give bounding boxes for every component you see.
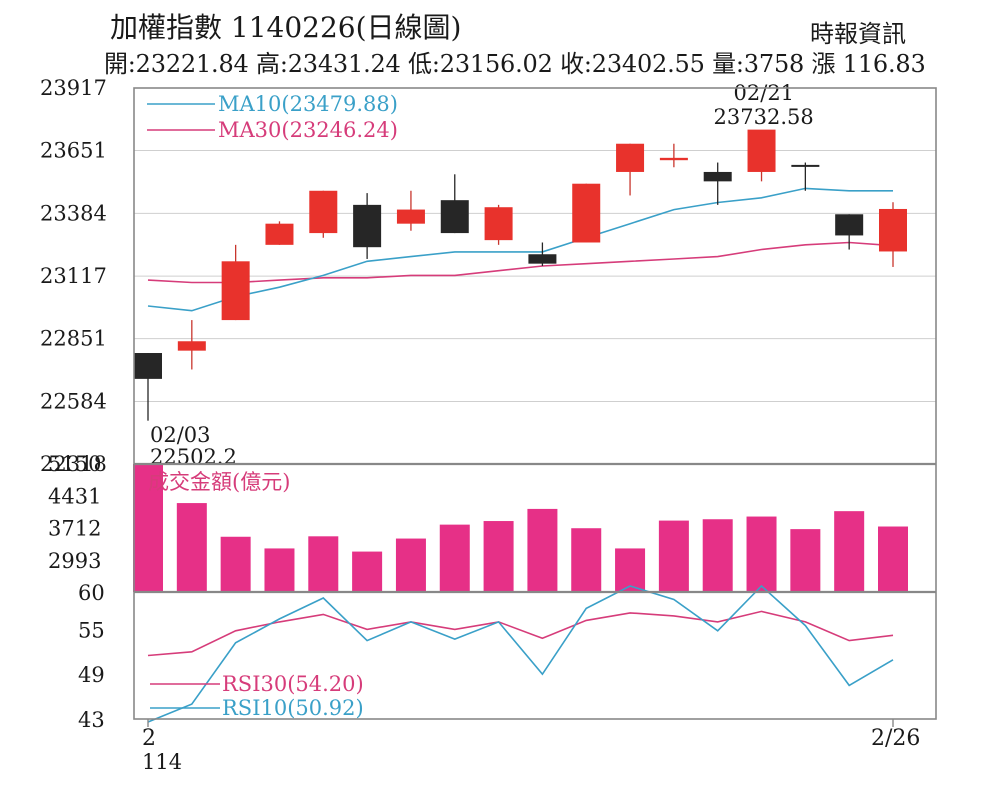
volume-bar bbox=[439, 524, 470, 592]
candle-body bbox=[353, 204, 382, 248]
volume-bar bbox=[571, 528, 602, 592]
y-tick-label: 23117 bbox=[40, 264, 107, 288]
y-tick-label: 22584 bbox=[40, 389, 107, 413]
volume-y-tick-label: 5150 bbox=[48, 452, 101, 476]
candle-body bbox=[835, 214, 864, 236]
candle-body bbox=[528, 254, 557, 264]
volume-bar bbox=[483, 521, 514, 592]
volume-y-tick-label: 3712 bbox=[48, 517, 101, 541]
candle-body bbox=[396, 209, 425, 224]
annotation-low-date: 02/03 bbox=[150, 423, 211, 447]
volume-bar bbox=[878, 526, 908, 592]
y-tick-label: 22851 bbox=[40, 327, 107, 351]
x-tick-label: 2 bbox=[142, 726, 156, 751]
volume-bar bbox=[702, 519, 733, 592]
x-tick-sublabel: 114 bbox=[142, 750, 182, 774]
rsi-y-tick-label: 43 bbox=[78, 708, 105, 732]
volume-bar bbox=[790, 529, 821, 592]
candle-body bbox=[747, 129, 776, 172]
ma30-line bbox=[147, 241, 894, 284]
volume-bar bbox=[834, 511, 865, 592]
ma10-line bbox=[147, 187, 893, 312]
volume-bar bbox=[133, 464, 163, 592]
annotation-low-value: 22502.2 bbox=[150, 445, 237, 469]
y-tick-label: 23917 bbox=[40, 76, 107, 100]
candle-body bbox=[879, 208, 907, 252]
candle-body bbox=[177, 341, 206, 351]
x-tick-label: 2/26 bbox=[871, 726, 920, 751]
rsi-y-tick-label: 49 bbox=[78, 663, 105, 687]
y-tick-label: 23384 bbox=[40, 201, 107, 225]
candle-body bbox=[134, 353, 162, 379]
volume-bar bbox=[352, 551, 383, 592]
candle-body bbox=[484, 207, 513, 241]
volume-bar bbox=[395, 538, 426, 592]
source-label: 時報資訊 bbox=[810, 20, 906, 48]
volume-y-tick-label: 2993 bbox=[48, 549, 101, 573]
y-tick-label: 22318 bbox=[40, 452, 107, 476]
plot-frame bbox=[133, 87, 937, 720]
candle-body bbox=[309, 190, 338, 234]
volume-bar bbox=[264, 548, 295, 592]
legend-label: MA10(23479.88) bbox=[218, 92, 398, 116]
candle-body bbox=[703, 171, 732, 182]
annotation-high-value: 23732.58 bbox=[714, 105, 814, 129]
candle-body bbox=[221, 261, 250, 321]
volume-bar bbox=[308, 536, 339, 592]
candle-body bbox=[440, 200, 469, 234]
chart-title: 加權指數 1140226(日線圖) bbox=[110, 11, 462, 44]
candle-body bbox=[572, 183, 601, 243]
rsi-y-tick-label: 60 bbox=[78, 581, 105, 605]
volume-bar bbox=[527, 508, 558, 592]
candle-body bbox=[265, 223, 294, 245]
annotation-high-date: 02/21 bbox=[734, 81, 795, 105]
volume-bar bbox=[746, 516, 777, 592]
legend-label: MA30(23246.24) bbox=[218, 118, 398, 142]
ohlc-stats: 開:23221.84 高:23431.24 低:23156.02 收:23402… bbox=[104, 50, 926, 78]
rsi-legend-label: RSI30(54.20) bbox=[222, 672, 364, 696]
candle-body bbox=[659, 157, 688, 161]
volume-bar bbox=[615, 548, 646, 592]
y-tick-label: 23651 bbox=[40, 139, 107, 163]
rsi-y-tick-label: 55 bbox=[78, 618, 105, 642]
rsi-legend-label: RSI10(50.92) bbox=[222, 696, 364, 720]
volume-bar bbox=[220, 536, 251, 592]
volume-panel-label: 成交金額(億元) bbox=[148, 470, 290, 494]
candle-body bbox=[791, 164, 820, 167]
volume-y-tick-label: 4431 bbox=[48, 484, 101, 508]
volume-bar bbox=[658, 520, 689, 592]
candle-body bbox=[616, 143, 645, 172]
volume-bar bbox=[176, 503, 207, 592]
